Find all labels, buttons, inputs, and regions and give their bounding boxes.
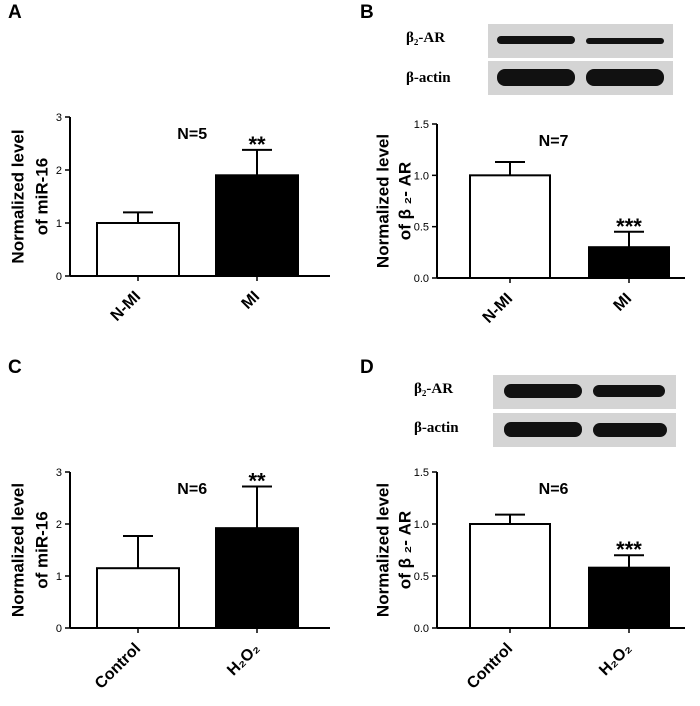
sample-size-annotation: N=7 [539, 133, 569, 150]
y-tick-label: 0.5 [414, 222, 429, 234]
y-tick-label: 3 [56, 467, 62, 479]
y-tick-label: 1.0 [414, 519, 429, 531]
x-category-label: H₂O₂ [596, 640, 635, 679]
chart-panel-d: 0.0 0.5 1.0 1.5 Normalized level of β ₂- AR N=… [374, 467, 685, 692]
significance-marker: ** [248, 132, 266, 157]
chart-panel-b: 0.0 0.5 1.0 1.5 Normalized level of β ₂- AR N=… [374, 119, 685, 327]
blot-image-beta2-ar-b [488, 24, 673, 58]
bar [588, 566, 670, 629]
y-tick-label: 0.0 [414, 623, 429, 635]
bar [588, 246, 670, 279]
bar [469, 174, 551, 279]
y-tick-label: 0.0 [414, 273, 429, 285]
y-tick-label: 1.0 [414, 170, 429, 182]
y-axis-label-line-2: of miR-16 [33, 158, 52, 235]
x-category-label: N-MI [480, 290, 517, 327]
significance-marker: *** [616, 537, 642, 562]
blot-image-beta-actin-b [488, 61, 673, 95]
bar [215, 527, 299, 629]
significance-marker: ** [248, 469, 266, 494]
y-axis-label-line-1: Normalized level [374, 134, 393, 268]
bar [469, 523, 551, 629]
blot-band [593, 385, 665, 397]
bar [96, 567, 180, 629]
y-axis-label-line-2: of β ₂- AR [396, 511, 415, 589]
blot-image-beta2-ar-d [493, 375, 676, 409]
blot-label-beta-actin-b: β-actin [406, 70, 451, 86]
sample-size-annotation: N=5 [177, 126, 207, 143]
blot-band [593, 423, 667, 437]
blot-image-beta-actin-d [493, 413, 676, 447]
x-category-label: Control [92, 640, 144, 692]
blot-band [586, 69, 664, 86]
x-category-label: H₂O₂ [224, 640, 263, 679]
y-tick-label: 3 [56, 112, 62, 124]
blot-band [497, 69, 575, 86]
y-axis-label-line-2: of miR-16 [33, 511, 52, 588]
chart-panel-c: 0 1 2 3 Normalized level of miR-16 N=6 Control *… [9, 467, 330, 692]
significance-marker: *** [616, 214, 642, 239]
x-category-label: Control [464, 640, 516, 692]
x-category-label: MI [611, 290, 636, 315]
y-tick-label: 2 [56, 165, 62, 177]
chart-panel-a: 0 1 2 3 Normalized level of miR-16 N=5 N-MI ** MI [9, 112, 330, 325]
panel-label-c: C [8, 357, 22, 378]
x-category-label: MI [239, 288, 264, 313]
sample-size-annotation: N=6 [177, 481, 207, 498]
y-tick-label: 1.5 [414, 119, 429, 131]
y-axis-label-line-1: Normalized level [374, 483, 393, 617]
y-tick-label: 2 [56, 519, 62, 531]
y-axis-label-line-1: Normalized level [9, 129, 28, 263]
blot-band [497, 36, 575, 44]
bar [215, 174, 299, 277]
blot-band [586, 38, 664, 44]
blot-label-beta2-ar-b: β₂-AR [406, 30, 446, 46]
y-axis-label-line-2: of β ₂- AR [396, 162, 415, 240]
x-category-label: N-MI [108, 288, 145, 325]
blot-band [504, 384, 582, 398]
y-tick-label: 1 [56, 571, 62, 583]
blot-band [504, 422, 582, 437]
bar [96, 222, 180, 277]
y-tick-label: 0 [56, 271, 62, 283]
panel-label-d: D [360, 357, 374, 378]
blot-label-beta2-ar-d: β₂-AR [414, 381, 454, 397]
y-tick-label: 1.5 [414, 467, 429, 479]
sample-size-annotation: N=6 [539, 481, 569, 498]
y-tick-label: 1 [56, 218, 62, 230]
y-axis-label-line-1: Normalized level [9, 483, 28, 617]
y-tick-label: 0 [56, 623, 62, 635]
y-tick-label: 0.5 [414, 571, 429, 583]
panel-label-a: A [8, 2, 22, 23]
blot-label-beta-actin-d: β-actin [414, 420, 459, 436]
panel-label-b: B [360, 2, 374, 23]
